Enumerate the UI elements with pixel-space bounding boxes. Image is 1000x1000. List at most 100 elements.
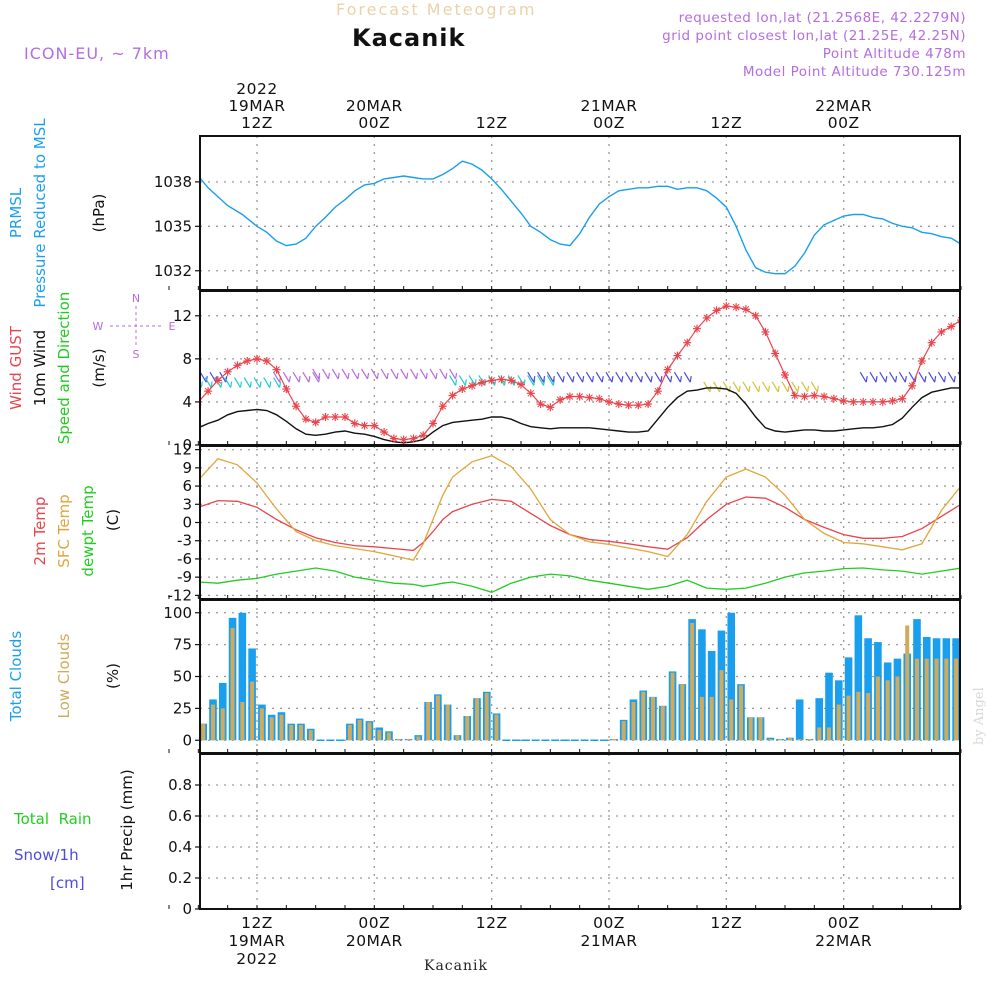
wind-barb (233, 377, 243, 388)
y-tick-label: -6 (177, 550, 192, 568)
wind-barb-flag (924, 376, 927, 383)
wind-barb (889, 371, 898, 383)
gust-marker-d2 (791, 392, 799, 399)
low-clouds-bar (299, 724, 303, 741)
low-clouds-bar (357, 719, 362, 741)
wind-barb-shaft (732, 381, 740, 393)
wind-barb (683, 371, 692, 383)
low-clouds-bar (455, 735, 460, 741)
wind-gust-point (947, 322, 956, 331)
wind-gust-point (810, 391, 819, 400)
wind-barb-flag (239, 381, 243, 388)
gust-marker-d2 (537, 400, 544, 408)
wind-gust-point (781, 371, 789, 379)
wind-barb-flag (415, 372, 419, 380)
wind-barb-shaft (644, 371, 652, 383)
wind-barb-flag (709, 385, 712, 392)
wind-barb-flag (396, 372, 399, 380)
wind-gust-point (644, 400, 653, 409)
wind-barb-flag (200, 381, 203, 388)
wind-barb (546, 371, 555, 383)
wind-barb-flag (318, 372, 321, 380)
wind-gust-point (458, 385, 467, 393)
wind-barb-flag (278, 381, 282, 388)
low-clouds-bar (377, 730, 382, 741)
wind-gust-point (673, 351, 682, 360)
wind-barb-flag (298, 376, 301, 383)
wind-barb-flag (964, 376, 965, 382)
total-clouds-bar (707, 651, 716, 741)
temp-sfc-line (200, 454, 960, 561)
wind-barb-shaft (263, 377, 271, 388)
meteogram-subtitle: Forecast Meteogram (336, 0, 537, 19)
gust-marker-d2 (683, 339, 691, 347)
wind-barb (273, 377, 282, 388)
watermark: by Angel (972, 687, 987, 745)
wind-barb-shaft (781, 381, 789, 393)
y-tick-label: 0.2 (168, 869, 192, 887)
gust-marker-d2 (918, 357, 926, 365)
wind-barb-shaft (331, 368, 339, 380)
wind-gust-point (712, 306, 721, 315)
time-label-bottom: 22MAR (815, 932, 872, 950)
gust-marker-d2 (605, 398, 613, 406)
wind-gust-point (908, 381, 917, 390)
low-clouds-bar (475, 698, 479, 741)
gust-marker-d2 (615, 400, 623, 408)
wind-barb (243, 377, 252, 388)
y-tick-label: 50 (173, 668, 192, 686)
wind-gust-point (751, 311, 760, 320)
pressure-label-msl: Pressure Reduced to MSL (31, 118, 49, 308)
gust-marker-d2 (507, 377, 515, 384)
low-clouds-bar (964, 659, 968, 741)
wind-barb (204, 377, 213, 388)
wind-gust-point (595, 394, 604, 403)
low-clouds-bar (739, 685, 743, 741)
gust-marker-d2 (351, 420, 359, 427)
low-clouds-bar (631, 702, 636, 741)
wind-barb-shaft (517, 375, 525, 386)
low-clouds-bar (387, 732, 391, 741)
low-clouds-bar (817, 727, 822, 741)
gust-marker-d2 (234, 361, 241, 369)
low-clouds-bar (230, 628, 235, 741)
wind-barb-flag (660, 376, 663, 383)
wind-barb-flag (640, 376, 643, 383)
wind-gust-point (517, 380, 525, 389)
wind-barb-shaft (312, 371, 320, 383)
wind-barb-shaft (161, 372, 167, 382)
wind-barb-flag (464, 379, 467, 386)
wind-barb (449, 375, 458, 386)
wind-barb-shaft (273, 377, 281, 388)
wind-barb (400, 368, 409, 380)
wind-barb-flag (542, 376, 546, 383)
gust-marker-d2 (654, 387, 662, 395)
wind-gust-point (399, 435, 408, 444)
wind-gust-point (213, 376, 222, 385)
wind-barb-shaft (321, 368, 329, 380)
wind-barb-shaft (625, 371, 633, 383)
wind-gust-point (468, 381, 477, 390)
y-tick-label: 9 (182, 459, 192, 477)
wind-barb (595, 371, 604, 383)
wind-barb (576, 371, 585, 383)
wind-gust-point (409, 434, 418, 443)
wind-barb (390, 368, 399, 380)
low-clouds-bar (680, 684, 685, 741)
wind-barb-flag (777, 385, 780, 392)
wind-barb-shaft (429, 368, 437, 380)
low-clouds-bar (611, 738, 616, 741)
low-clouds-bar (866, 693, 871, 741)
wind-barb-shaft (302, 371, 310, 383)
wind-gust-point (292, 402, 301, 411)
wind-barb (615, 371, 624, 383)
gust-marker-d2 (840, 397, 848, 405)
wind-barb (937, 371, 947, 383)
wind-gust-point (771, 349, 780, 358)
wind-barb-flag (386, 372, 389, 380)
wind-barb-shaft (361, 368, 369, 380)
wind-barb (161, 372, 168, 382)
time-label-bottom: 12Z (710, 914, 742, 932)
y-tick-label: 12 (173, 441, 192, 459)
y-tick-label: 0 (182, 900, 192, 918)
